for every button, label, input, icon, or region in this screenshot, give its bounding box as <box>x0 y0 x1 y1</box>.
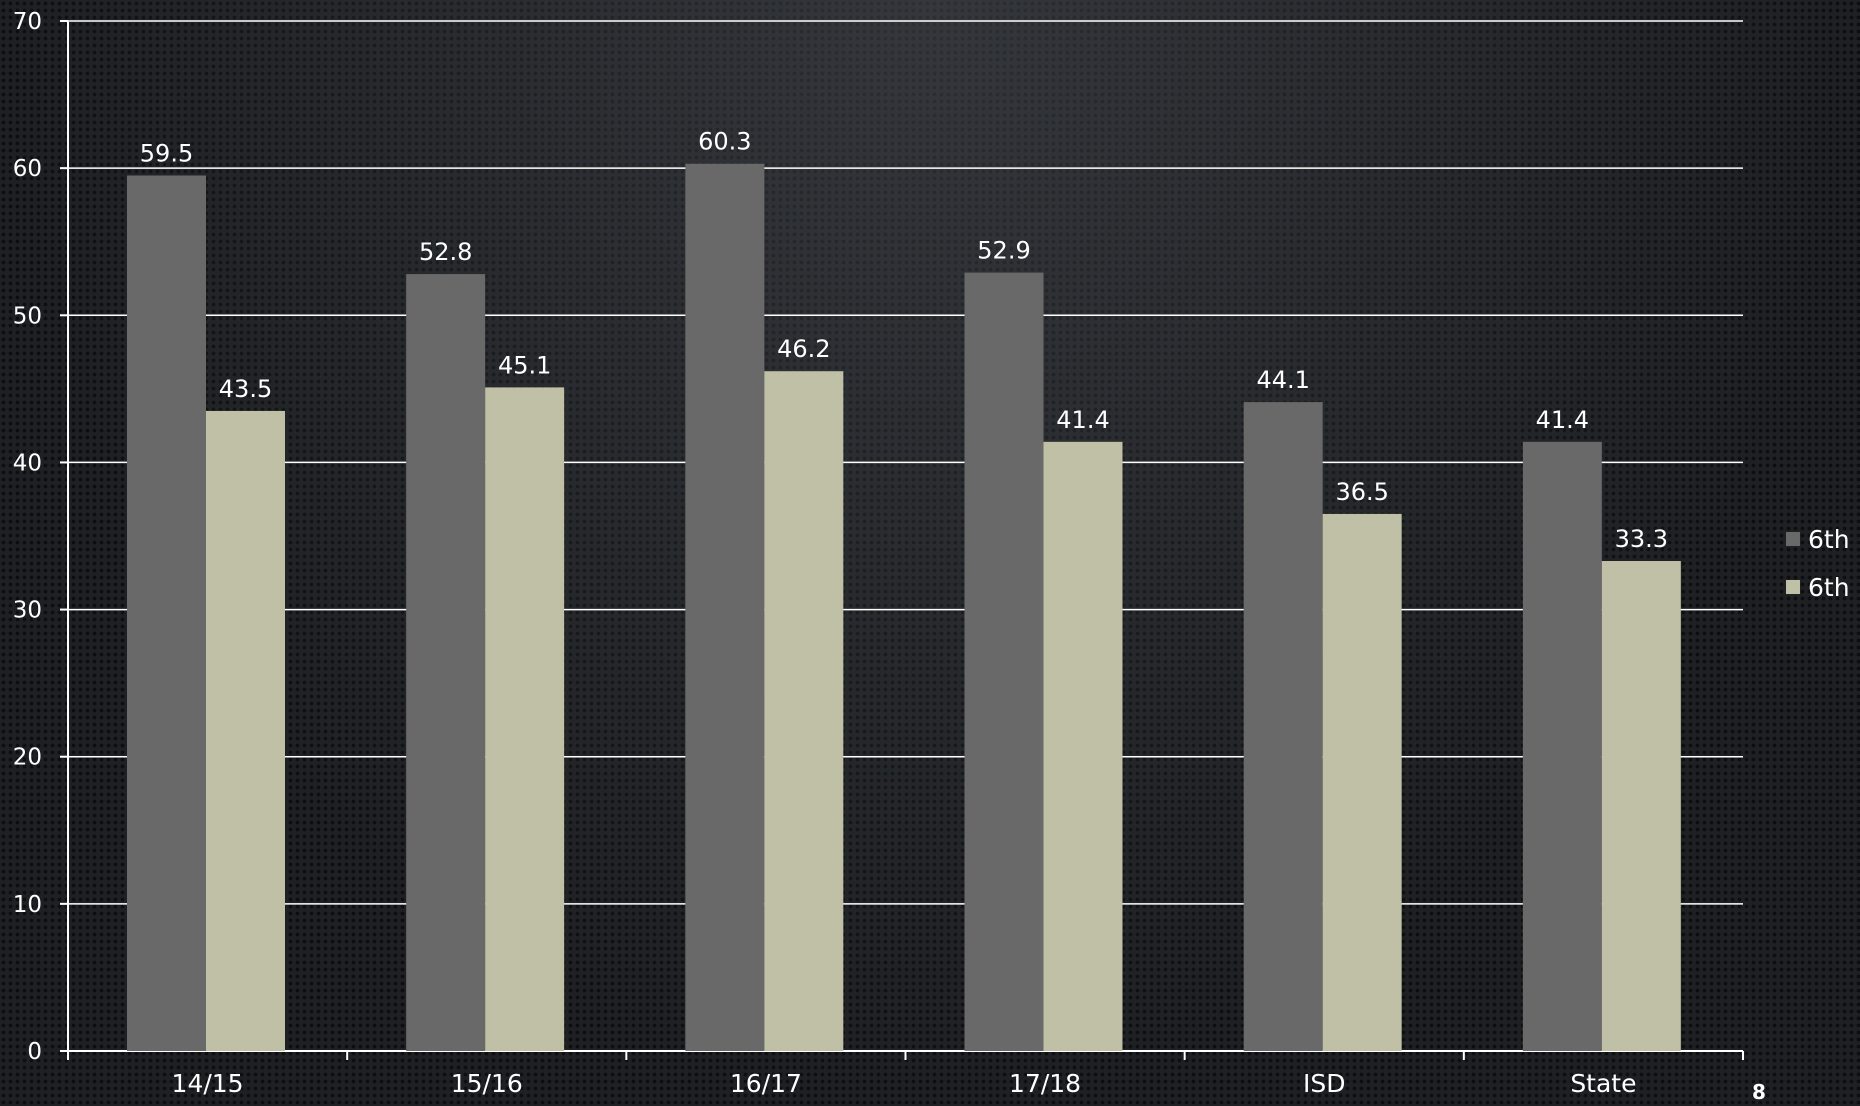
y-tick-label: 70 <box>13 9 42 35</box>
data-label: 44.1 <box>1256 366 1309 394</box>
x-tick-label: 16/17 <box>730 1069 802 1098</box>
bar-ISD-series-1 <box>1243 402 1323 1052</box>
data-label: 33.3 <box>1615 525 1668 553</box>
data-label: 60.3 <box>698 128 751 156</box>
x-tick-label: 17/18 <box>1009 1069 1081 1098</box>
legend-item-series-1: 6th <box>1786 515 1850 563</box>
bar-1516-series-2 <box>485 387 565 1051</box>
y-tick-label: 20 <box>13 745 42 771</box>
bar-1617-series-2 <box>764 371 844 1051</box>
bar-1718-series-2 <box>1043 441 1123 1051</box>
y-tick-label: 50 <box>13 303 42 329</box>
bar-ISD-series-2 <box>1322 513 1402 1051</box>
data-label: 46.2 <box>777 335 830 363</box>
bar-1516-series-1 <box>406 274 486 1052</box>
bar-State-series-1 <box>1522 441 1602 1051</box>
y-tick-label: 10 <box>13 892 42 918</box>
legend-swatch-series-2 <box>1786 580 1800 594</box>
legend-label-series-1: 6th <box>1808 524 1850 554</box>
data-label: 59.5 <box>140 140 193 168</box>
x-tick-label: ISD <box>1303 1069 1346 1098</box>
x-tick-label: 14/15 <box>172 1069 244 1098</box>
bar-1415-series-1 <box>127 175 206 1051</box>
x-tick-label: State <box>1570 1069 1636 1098</box>
bar-1415-series-2 <box>206 410 285 1051</box>
y-tick-label: 40 <box>13 450 42 476</box>
data-label: 41.4 <box>1536 406 1589 434</box>
slide-number: 8 <box>1752 1080 1766 1104</box>
y-tick-label: 0 <box>27 1039 42 1065</box>
y-tick-label: 30 <box>13 598 42 624</box>
data-label: 52.9 <box>977 237 1030 265</box>
legend-swatch-series-1 <box>1786 532 1800 546</box>
bar-1718-series-1 <box>964 272 1044 1052</box>
bar-State-series-2 <box>1601 561 1681 1051</box>
legend-label-series-2: 6th <box>1808 572 1850 602</box>
chart-legend: 6th 6th <box>1786 515 1850 611</box>
data-label: 36.5 <box>1335 478 1388 506</box>
data-label: 41.4 <box>1056 406 1109 434</box>
data-label: 45.1 <box>498 351 551 379</box>
x-tick-label: 15/16 <box>451 1069 523 1098</box>
y-tick-label: 60 <box>13 156 42 182</box>
data-label: 52.8 <box>419 238 472 266</box>
data-label: 43.5 <box>219 375 272 403</box>
legend-item-series-2: 6th <box>1786 563 1850 611</box>
bar-1617-series-1 <box>685 163 765 1051</box>
